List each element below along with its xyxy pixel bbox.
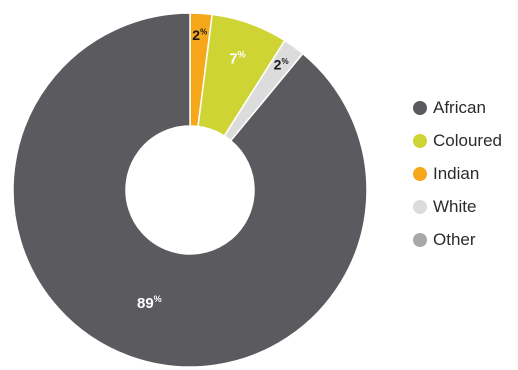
legend-swatch-african <box>413 101 427 115</box>
slice-label-coloured: 7% <box>229 50 245 68</box>
legend-item-white: White <box>413 194 502 220</box>
chart-legend: African Coloured Indian White Other <box>413 95 502 253</box>
slice-african <box>12 12 368 368</box>
legend-swatch-white <box>413 200 427 214</box>
legend-label-african: African <box>433 98 486 117</box>
legend-item-coloured: Coloured <box>413 128 502 154</box>
legend-item-african: African <box>413 95 502 121</box>
slice-label-african: 89% <box>137 294 162 312</box>
legend-label-white: White <box>433 197 477 216</box>
legend-item-indian: Indian <box>413 161 502 187</box>
legend-label-indian: Indian <box>433 164 480 183</box>
legend-swatch-indian <box>413 167 427 181</box>
legend-label-coloured: Coloured <box>433 131 502 150</box>
legend-swatch-coloured <box>413 134 427 148</box>
legend-label-other: Other <box>433 230 476 249</box>
legend-item-other: Other <box>413 227 502 253</box>
slice-label-indian: 2% <box>192 27 207 43</box>
slice-label-white: 2% <box>274 57 289 73</box>
legend-swatch-other <box>413 233 427 247</box>
